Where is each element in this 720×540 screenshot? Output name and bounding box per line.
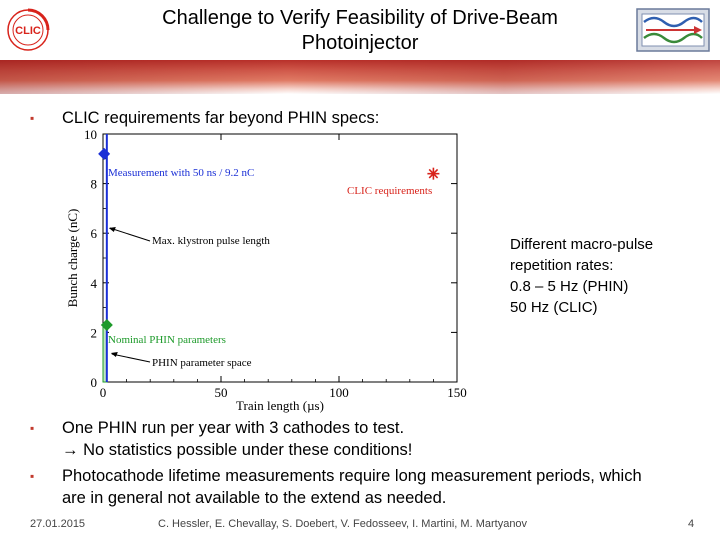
bullet-text: Photocathode lifetime measurements requi…: [62, 467, 642, 485]
y-tick-label: 0: [91, 375, 98, 390]
side-note-line: Different macro-pulse: [510, 236, 654, 253]
accelerator-logo: [636, 8, 710, 52]
x-tick-label: 100: [329, 385, 349, 400]
annotation-clic-requirements: CLIC requirements: [347, 185, 432, 197]
annotation-arrow: [109, 227, 151, 242]
bullet-text: CLIC requirements far beyond PHIN specs:: [62, 109, 380, 127]
side-note-line: 0.8 – 5 Hz (PHIN): [510, 278, 629, 295]
bullet-text: One PHIN run per year with 3 cathodes to…: [62, 419, 405, 437]
y-tick-label: 6: [91, 226, 98, 241]
bullet-square-icon: ▪: [30, 421, 35, 435]
y-tick-label: 4: [91, 276, 98, 291]
annotation-measurement: Measurement with 50 ns / 9.2 nC: [108, 167, 254, 179]
annotation-nominal-phin: Nominal PHIN parameters: [108, 334, 226, 346]
charge-vs-train-length-chart: 0 50 100 150 0 2 4 6 8 10 Train length (µs) Bunch c…: [65, 127, 467, 413]
annotation-parameter-space: PHIN parameter space: [152, 357, 252, 369]
bullet-text-continued: → No statistics possible under these con…: [62, 441, 413, 459]
x-axis-label: Train length (µs): [236, 398, 324, 413]
data-point-asterisk-stroke: [428, 168, 439, 179]
annotation-klystron: Max. klystron pulse length: [152, 235, 270, 247]
annotation-arrowhead: [110, 352, 118, 357]
page-title: Challenge to Verify Feasibility of Drive…: [80, 6, 640, 56]
y-tick-label: 8: [91, 177, 98, 192]
side-note-line: repetition rates:: [510, 257, 614, 274]
annotation-arrowhead: [108, 227, 116, 232]
x-tick-label: 0: [100, 385, 107, 400]
footer-date: 27.01.2015: [30, 518, 86, 530]
title-line-1: Challenge to Verify Feasibility of Drive…: [162, 7, 558, 29]
repetition-rate-note: Different macro-pulse repetition rates: …: [510, 234, 653, 318]
header-banner-overlay: [0, 60, 720, 94]
side-note-line: 50 Hz (CLIC): [510, 299, 598, 316]
data-point-diamond: [98, 147, 111, 160]
header-banner: [0, 60, 720, 94]
clic-logo: CLIC: [7, 8, 50, 51]
title-line-2: Photoinjector: [301, 32, 419, 54]
data-point-diamond: [100, 318, 113, 331]
clic-logo-text: CLIC: [15, 25, 41, 37]
x-tick-label: 50: [215, 385, 228, 400]
x-tick-label: 150: [447, 385, 467, 400]
bullet-text-continued: are in general not available to the exte…: [62, 489, 447, 507]
slide-header: CLIC Challenge to Verify Feasibility of …: [0, 0, 720, 62]
annotation-arrow: [111, 353, 151, 363]
footer-authors: C. Hessler, E. Chevallay, S. Doebert, V.…: [158, 518, 528, 530]
bullet-square-icon: ▪: [30, 111, 35, 125]
y-tick-label: 2: [91, 325, 98, 340]
bullet-square-icon: ▪: [30, 469, 35, 483]
y-axis-label: Bunch charge (nC): [65, 209, 80, 308]
footer-page-number: 4: [688, 518, 695, 530]
y-tick-label: 10: [84, 127, 97, 142]
